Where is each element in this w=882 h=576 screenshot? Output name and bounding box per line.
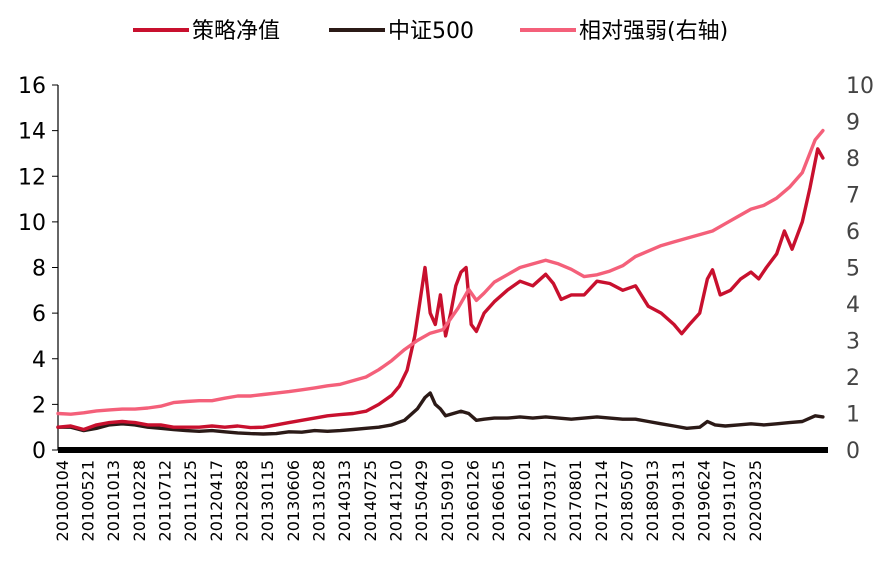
x-tick-label: 20101013 [104,460,123,541]
y-right-tick-label: 4 [846,293,860,318]
series-layer [56,128,825,436]
x-tick-label: 20160615 [489,460,508,541]
x-tick-label: 20100104 [53,460,72,541]
x-tick-label: 20100521 [79,460,98,541]
y-left-tick-label: 6 [32,302,46,327]
x-tick-label: 20140313 [335,460,354,541]
x-tick-label: 20150429 [412,460,431,541]
axes [57,85,828,453]
x-tick-label: 20161101 [515,460,534,541]
x-tick-label: 20171214 [592,460,611,541]
y-left-tick-label: 0 [32,439,46,464]
y-left-tick-label: 2 [32,393,46,418]
series-line-1 [56,391,825,436]
x-tick-label: 20190624 [695,460,714,541]
x-tick-label: 20130606 [284,460,303,541]
x-tick-label: 20200325 [746,460,765,541]
y-right-tick-label: 8 [846,147,860,172]
y-left-tick-label: 8 [32,257,46,282]
legend-label-0: 策略净值 [192,19,280,44]
y-right-tick-label: 9 [846,111,860,136]
x-tick-label: 20130115 [258,460,277,541]
x-tick-label: 20180507 [618,460,637,541]
y-left-tick-label: 4 [32,348,46,373]
series-line-0 [56,147,825,432]
y-right-tick-label: 3 [846,330,860,355]
x-tick-label: 20160126 [464,460,483,541]
y-right-tick-label: 1 [846,403,860,428]
x-tick-label: 20170801 [566,460,585,541]
y-left-tick-label: 12 [18,165,46,190]
x-tick-label: 20180913 [643,460,662,541]
y-left-tick-label: 10 [18,211,46,236]
x-tick-label: 20190131 [669,460,688,541]
y-left-tick-label: 16 [18,74,46,99]
x-axis: 20100104 20100521 20101013 20110228 20110712… [53,460,765,541]
legend-label-2: 相对强弱(右轴) [579,19,728,44]
y-right-tick-label: 7 [846,184,860,209]
x-tick-label: 20191107 [720,460,739,541]
x-tick-label: 20110228 [130,460,149,541]
y-right-tick-label: 10 [846,74,874,99]
x-tick-label: 20120417 [207,460,226,541]
legend-label-1: 中证500 [388,19,474,44]
series-line-2 [56,128,825,416]
x-tick-label: 20140725 [361,460,380,541]
y-right-tick-label: 6 [846,220,860,245]
x-tick-label: 20110712 [156,460,175,541]
x-tick-label: 20120828 [233,460,252,541]
y-right-tick-label: 5 [846,257,860,282]
y-right-tick-label: 0 [846,439,860,464]
y-right-tick-label: 2 [846,366,860,391]
x-tick-label: 20131028 [310,460,329,541]
y-left-tick-label: 14 [18,120,46,145]
legend: 策略净值 中证500 相对强弱(右轴) [133,19,728,44]
y-axis-left: 0 2 4 6 8 10 12 14 16 [18,74,58,464]
y-axis-right: 0 1 2 3 4 5 6 7 8 9 10 [846,74,874,464]
x-tick-label: 20150910 [438,460,457,541]
x-tick-label: 20111125 [181,460,200,541]
x-tick-label: 20141210 [387,460,406,541]
x-tick-label: 20170317 [541,460,560,541]
